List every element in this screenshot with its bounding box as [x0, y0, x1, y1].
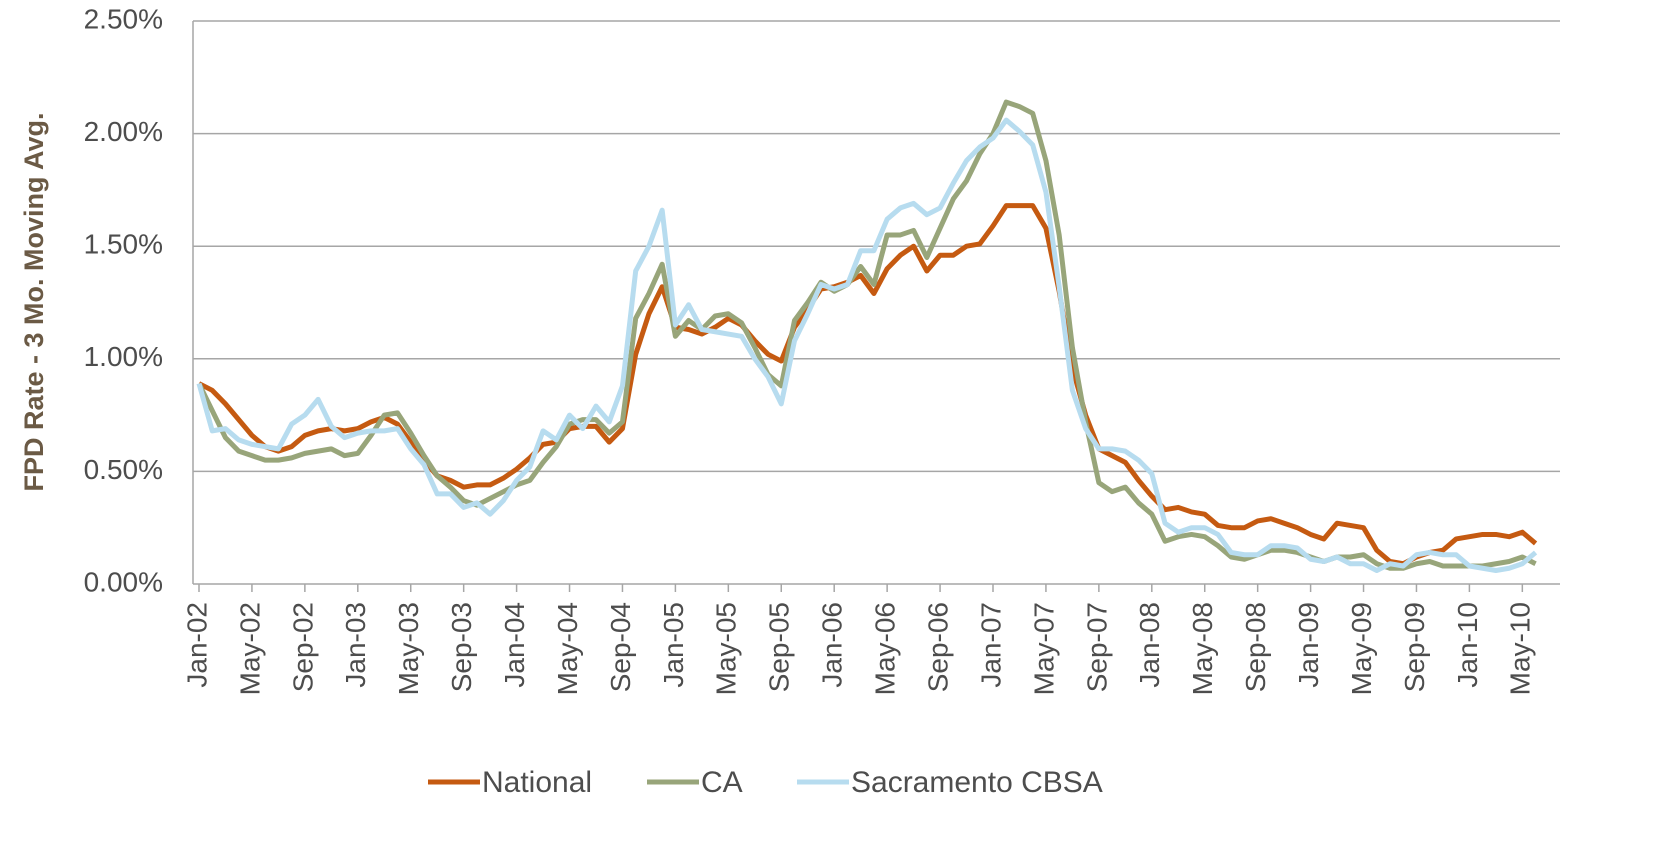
x-tick-label: Jan-06 — [817, 602, 848, 688]
legend-label: National — [482, 766, 592, 799]
x-tick-label: Sep-04 — [605, 602, 636, 692]
x-tick-label: May-08 — [1187, 602, 1218, 695]
x-tick-label: May-06 — [870, 602, 901, 695]
x-tick-label: Jan-04 — [499, 602, 530, 688]
legend-label: CA — [701, 766, 743, 799]
x-tick-label: Sep-06 — [922, 602, 953, 692]
x-tick-label: Sep-03 — [446, 602, 477, 692]
y-tick-label: 2.50% — [84, 3, 163, 34]
x-tick-label: Sep-07 — [1081, 602, 1112, 692]
legend-label: Sacramento CBSA — [851, 766, 1103, 799]
x-tick-label: May-10 — [1505, 602, 1536, 695]
series-line — [196, 117, 1538, 573]
y-tick-label: 1.50% — [84, 229, 163, 260]
x-tick-label: Jan-08 — [1134, 602, 1165, 688]
y-tick-label: 0.50% — [84, 454, 163, 485]
x-tick-label: Jan-10 — [1452, 602, 1483, 688]
x-tick-label: Jan-03 — [340, 602, 371, 688]
x-tick-label: Sep-02 — [287, 602, 318, 692]
y-tick-label: 0.00% — [84, 566, 163, 597]
y-tick-label: 2.00% — [84, 116, 163, 147]
x-tick-label: Jan-05 — [658, 602, 689, 688]
x-tick-label: Jan-02 — [181, 602, 212, 688]
y-axis-title: FPD Rate - 3 Mo. Moving Avg. — [19, 112, 49, 491]
x-tick-label: May-03 — [393, 602, 424, 695]
x-tick-label: Sep-08 — [1240, 602, 1271, 692]
x-tick-label: May-02 — [234, 602, 265, 695]
x-tick-label: Sep-09 — [1399, 602, 1430, 692]
x-tick-label: May-04 — [552, 602, 583, 695]
x-tick-label: Sep-05 — [764, 602, 795, 692]
x-tick-label: May-05 — [711, 602, 742, 695]
x-tick-label: May-07 — [1028, 602, 1059, 695]
x-tick-label: May-09 — [1346, 602, 1377, 695]
series-line — [197, 203, 1538, 567]
x-tick-label: Jan-09 — [1293, 602, 1324, 688]
series-line — [196, 99, 1537, 571]
y-tick-label: 1.00% — [84, 341, 163, 372]
x-tick-label: Jan-07 — [975, 602, 1006, 688]
